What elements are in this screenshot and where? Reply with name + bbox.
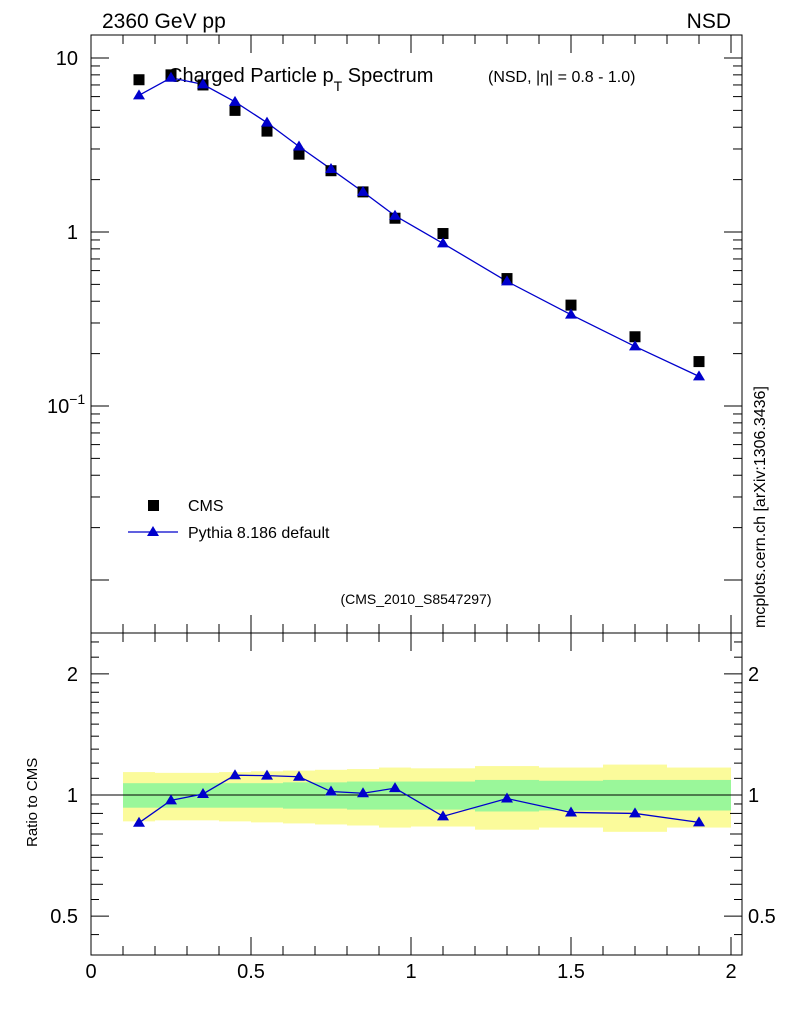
watermark: mcplots.cern.ch [arXiv:1306.3436]: [752, 386, 769, 628]
ratio-point: [437, 810, 449, 821]
ratio-y-tick-label-right: 1: [748, 785, 759, 807]
ratio-point: [133, 816, 145, 827]
ratio-point: [261, 769, 273, 780]
process-label: NSD: [687, 10, 731, 33]
mc-point: [389, 209, 401, 220]
x-tick-label: 1.5: [557, 961, 585, 983]
main-frame: [90, 34, 743, 634]
ratio-point: [565, 806, 577, 817]
mc-points-group: [133, 71, 705, 381]
ratio-x-ticks: [90, 633, 732, 955]
legend-mc-label: Pythia 8.186 default: [188, 525, 330, 542]
main-x-ticks: [90, 35, 732, 633]
ratio-point: [165, 794, 177, 805]
ratio-point: [501, 792, 513, 803]
main-y-tick-label: 10: [56, 48, 78, 70]
legend-mc-marker: [147, 526, 159, 536]
ratio-y-tick-labels: 2 2 1 1 0.5 0.5: [50, 664, 776, 928]
data-point: [437, 228, 449, 240]
data-point: [293, 148, 305, 160]
main-panel: 10110210−1 Charged Particle pT Spectrum …: [47, 34, 743, 634]
data-point: [229, 104, 241, 116]
mc-point: [229, 95, 241, 106]
ratio-y-tick-label-left: 0.5: [50, 906, 78, 928]
mc-point: [437, 237, 449, 248]
ratio-point: [693, 816, 705, 827]
x-tick-label: 0: [85, 961, 96, 983]
main-y-tick-label: 10−1: [47, 391, 85, 418]
data-point: [261, 125, 273, 137]
main-y-ticks: [91, 57, 742, 581]
x-tick-label: 0.5: [237, 961, 265, 983]
mc-point: [357, 185, 369, 196]
data-point: [565, 299, 577, 311]
chart-subtitle: (NSD, |η| = 0.8 - 1.0): [488, 69, 635, 86]
mc-line: [138, 77, 700, 377]
energy-label: 2360 GeV pp: [102, 10, 226, 33]
mc-point: [325, 163, 337, 174]
mc-point: [629, 340, 641, 351]
mc-point: [565, 308, 577, 319]
ratio-point: [293, 770, 305, 781]
ratio-y-tick-label-left: 1: [67, 785, 78, 807]
ratio-frame: [90, 632, 743, 956]
mc-line-group: [138, 77, 700, 377]
data-point: [133, 74, 145, 86]
ratio-point: [357, 787, 369, 798]
data-point: [693, 356, 705, 368]
analysis-label: (CMS_2010_S8547297): [341, 591, 492, 607]
x-tick-label: 2: [725, 961, 736, 983]
mc-point: [261, 116, 273, 127]
ratio-bands: [123, 764, 731, 832]
mc-point: [693, 370, 705, 381]
ratio-band-inner: [411, 781, 475, 810]
chart-title: Charged Particle pT Spectrum: [168, 65, 433, 94]
ratio-point: [325, 785, 337, 796]
ratio-y-tick-label-right: 0.5: [748, 906, 776, 928]
legend-cms-marker: [148, 500, 159, 511]
mc-point: [165, 71, 177, 82]
mc-point: [293, 140, 305, 151]
ratio-points-group: [133, 769, 705, 827]
ratio-line-group: [138, 774, 700, 824]
mc-point: [197, 78, 209, 89]
main-y-tick-labels: 10110210−1: [47, 48, 85, 418]
ratio-line: [138, 774, 700, 824]
legend-cms-label: CMS: [188, 498, 224, 515]
ratio-y-ticks: [91, 641, 742, 936]
ratio-band-inner: [539, 780, 603, 811]
data-point: [629, 331, 641, 343]
x-tick-labels: 0 0.5 1 1.5 2: [85, 961, 736, 983]
data-points-group: [133, 69, 705, 368]
ratio-point: [629, 807, 641, 818]
legend: CMS Pythia 8.186 default: [128, 498, 330, 542]
ratio-point: [389, 782, 401, 793]
mc-point: [501, 275, 513, 286]
ratio-point: [197, 787, 209, 798]
ratio-point: [229, 769, 241, 780]
mc-point: [133, 89, 145, 100]
x-tick-label: 1: [405, 961, 416, 983]
ratio-y-tick-label-right: 2: [748, 664, 759, 686]
ratio-y-tick-label-left: 2: [67, 664, 78, 686]
ratio-panel: 2 2 1 1 0.5 0.5 0 0.5 1 1.5 2 Ratio to CMS: [24, 632, 776, 983]
main-y-tick-label: 1: [67, 222, 78, 244]
ratio-y-axis-label: Ratio to CMS: [24, 758, 41, 847]
